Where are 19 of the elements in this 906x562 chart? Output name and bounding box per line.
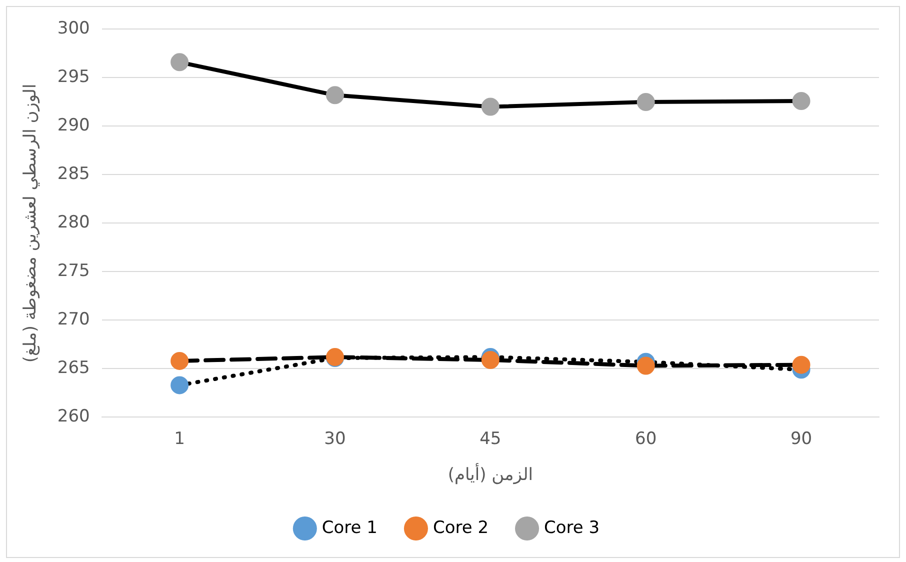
y-tick-label: 265 [57,358,90,378]
x-tick-label: 1 [174,428,185,449]
legend-label: Core 3 [544,518,600,538]
y-tick-label: 295 [57,67,90,88]
x-tick-label: 30 [324,428,346,449]
y-tick-label: 270 [57,310,90,330]
y-axis-title: الوزن الرسطي لعشرين مضغوطة (ملغ) [20,84,41,363]
y-tick-label: 300 [57,18,90,39]
y-tick-label: 285 [57,164,90,184]
legend-label: Core 1 [322,518,378,538]
legend-label: Core 2 [432,518,489,538]
y-tick-label: 275 [57,261,90,282]
x-axis-title: الزمن (أيام) [448,463,534,486]
y-tick-label: 280 [57,212,90,233]
x-tick-label: 90 [790,428,812,449]
y-tick-label: 290 [57,116,90,136]
x-tick-label: 45 [480,428,502,449]
y-tick-label: 260 [57,406,90,427]
x-tick-label: 60 [635,428,657,449]
